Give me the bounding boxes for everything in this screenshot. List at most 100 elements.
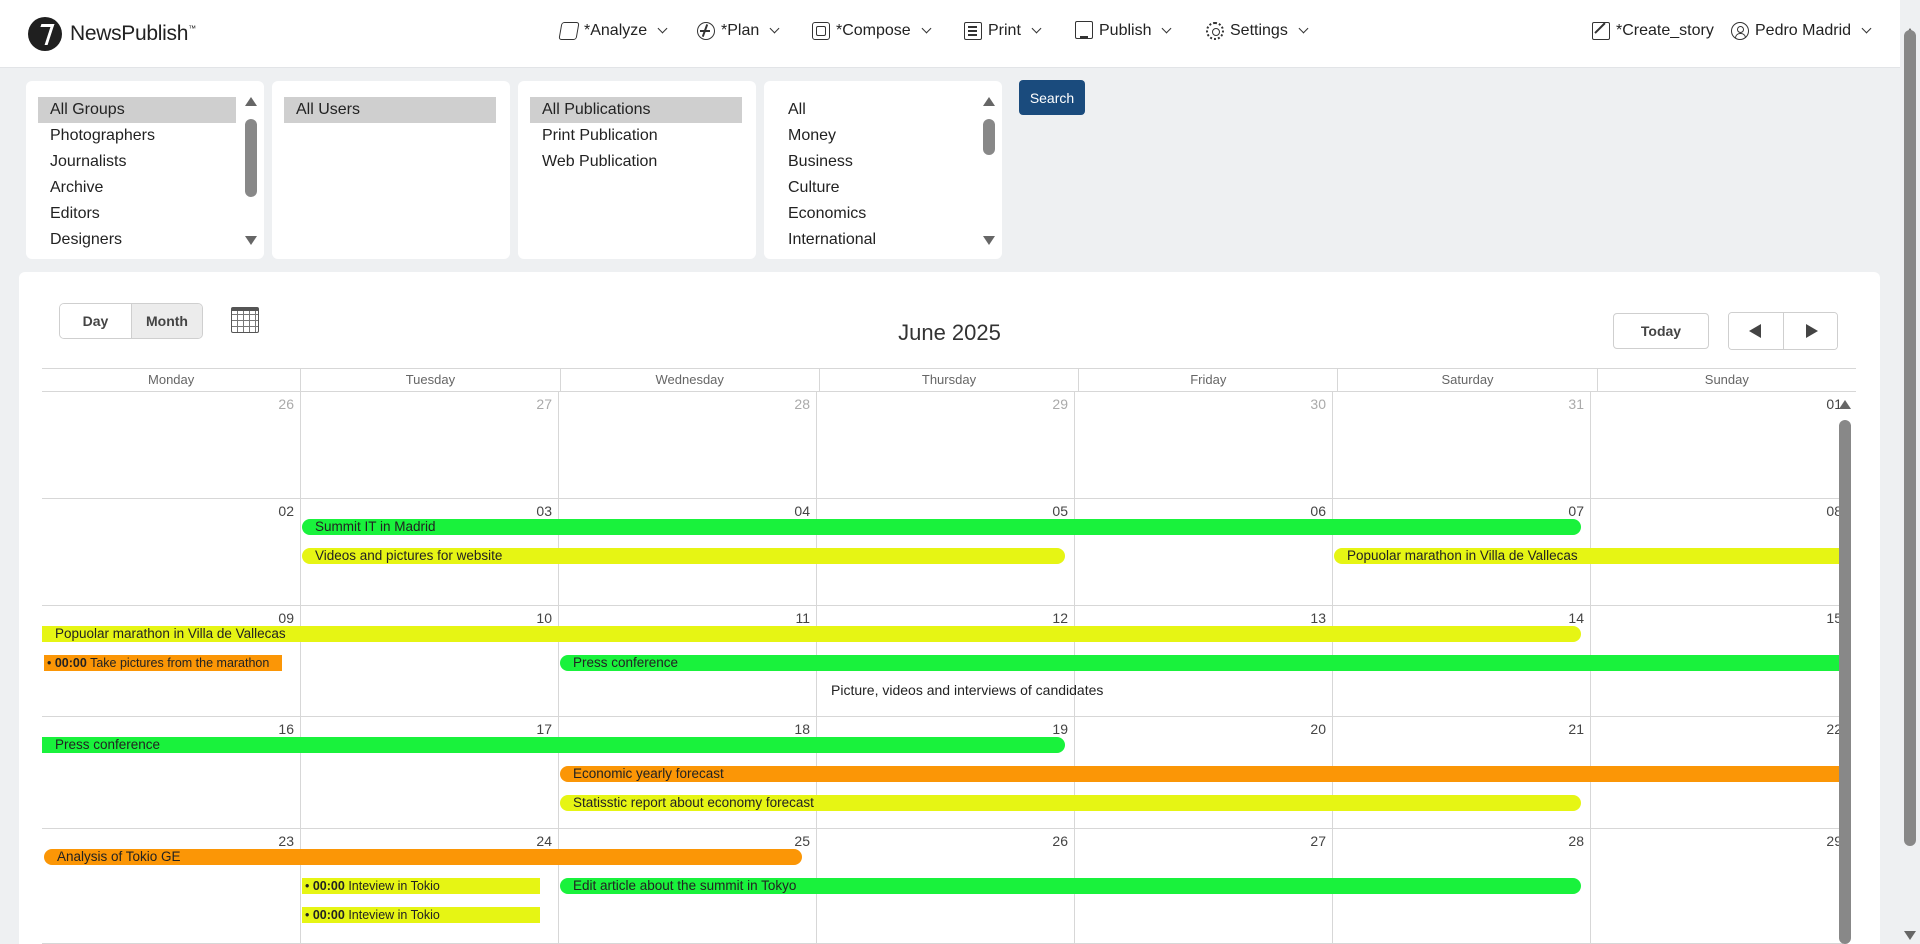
section-option[interactable]: Business: [788, 153, 853, 170]
group-option[interactable]: Archive: [50, 179, 104, 196]
scroll-thumb[interactable]: [1904, 30, 1916, 846]
day-number[interactable]: 30: [1310, 396, 1326, 412]
nav-plan[interactable]: *Plan: [697, 22, 780, 40]
nav-publish[interactable]: Publish: [1075, 21, 1172, 40]
users-filter-list[interactable]: All Users: [272, 81, 510, 259]
user-menu[interactable]: Pedro Madrid: [1731, 22, 1872, 40]
day-number[interactable]: 28: [794, 396, 810, 412]
publications-filter-list[interactable]: All Publications Print Publication Web Pub…: [518, 81, 756, 259]
group-option[interactable]: Journalists: [50, 153, 127, 170]
day-number[interactable]: 25: [794, 833, 810, 849]
scroll-up-arrow-icon[interactable]: [1839, 400, 1851, 409]
calendar-icon[interactable]: [231, 307, 259, 333]
nav-analyze[interactable]: *Analyze: [558, 22, 668, 40]
section-option[interactable]: All: [788, 101, 806, 118]
nav-print[interactable]: Print: [964, 22, 1042, 40]
scroll-up-arrow-icon[interactable]: [245, 97, 257, 106]
day-number[interactable]: 19: [1052, 721, 1068, 737]
calendar-scrollbar[interactable]: [1838, 400, 1852, 944]
group-option[interactable]: Editors: [50, 205, 100, 222]
publication-option[interactable]: Web Publication: [542, 153, 658, 170]
day-number[interactable]: 24: [536, 833, 552, 849]
section-option[interactable]: Culture: [788, 179, 840, 196]
calendar-event[interactable]: Press conference: [42, 737, 1065, 753]
day-number[interactable]: 04: [794, 503, 810, 519]
nav-compose[interactable]: *Compose: [812, 22, 932, 40]
group-option[interactable]: Photographers: [50, 127, 155, 144]
day-number[interactable]: 03: [536, 503, 552, 519]
scroll-thumb[interactable]: [1839, 420, 1851, 944]
scroll-up-arrow-icon[interactable]: [983, 97, 995, 106]
scroll-thumb[interactable]: [245, 119, 257, 197]
day-number[interactable]: 27: [536, 396, 552, 412]
day-number[interactable]: 20: [1310, 721, 1326, 737]
section-option[interactable]: Money: [788, 127, 837, 144]
sections-filter-list[interactable]: All Money Business Culture Economics Internat…: [764, 81, 1002, 259]
day-number[interactable]: 29: [1052, 396, 1068, 412]
scroll-down-arrow-icon[interactable]: [1904, 931, 1916, 940]
day-number[interactable]: 06: [1310, 503, 1326, 519]
scroll-thumb[interactable]: [983, 119, 995, 155]
groups-list-scrollbar[interactable]: [244, 97, 258, 245]
section-option[interactable]: International: [788, 231, 877, 248]
calendar-event[interactable]: Summit IT in Madrid: [302, 519, 1581, 535]
brand-logo[interactable]: NewsPublish™: [28, 17, 196, 51]
calendar-event[interactable]: Popuolar marathon in Villa de Vallecas: [42, 626, 1581, 642]
month-view-button[interactable]: Month: [131, 304, 202, 338]
nav-settings[interactable]: Settings: [1206, 22, 1309, 40]
day-number[interactable]: 10: [536, 610, 552, 626]
day-number[interactable]: 29: [1826, 833, 1842, 849]
day-number[interactable]: 05: [1052, 503, 1068, 519]
scroll-down-arrow-icon[interactable]: [245, 236, 257, 245]
timed-event[interactable]: • 00:00 Inteview in Tokio: [302, 878, 540, 894]
day-number[interactable]: 14: [1568, 610, 1584, 626]
day-number[interactable]: 21: [1568, 721, 1584, 737]
day-number[interactable]: 13: [1310, 610, 1326, 626]
event-note[interactable]: Picture, videos and interviews of candid…: [831, 682, 1104, 698]
day-number[interactable]: 09: [278, 610, 294, 626]
day-number[interactable]: 17: [536, 721, 552, 737]
page-scrollbar[interactable]: [1903, 22, 1917, 944]
day-number[interactable]: 22: [1826, 721, 1842, 737]
day-number[interactable]: 18: [794, 721, 810, 737]
calendar-event[interactable]: Statisstic report about economy forecast: [560, 795, 1581, 811]
publication-option[interactable]: Print Publication: [542, 127, 658, 144]
previous-month-button[interactable]: [1729, 313, 1783, 349]
day-number[interactable]: 02: [278, 503, 294, 519]
create-story-link[interactable]: *Create_story: [1592, 22, 1714, 40]
today-button[interactable]: Today: [1613, 313, 1709, 349]
timed-event[interactable]: • 00:00 Inteview in Tokio: [302, 907, 540, 923]
user-option[interactable]: All Users: [284, 97, 496, 123]
day-number[interactable]: 16: [278, 721, 294, 737]
day-number[interactable]: 26: [1052, 833, 1068, 849]
timed-event[interactable]: • 00:00 Take pictures from the marathon: [44, 655, 282, 671]
next-month-button[interactable]: [1783, 313, 1837, 349]
sections-list-scrollbar[interactable]: [982, 97, 996, 245]
calendar-event[interactable]: Economic yearly forecast: [560, 766, 1841, 782]
day-number[interactable]: 15: [1826, 610, 1842, 626]
day-number[interactable]: 31: [1568, 396, 1584, 412]
calendar-event[interactable]: Videos and pictures for website: [302, 548, 1065, 564]
day-number[interactable]: 07: [1568, 503, 1584, 519]
day-view-button[interactable]: Day: [60, 304, 131, 338]
day-number[interactable]: 12: [1052, 610, 1068, 626]
day-number[interactable]: 08: [1826, 503, 1842, 519]
calendar-event[interactable]: Press conference: [560, 655, 1841, 671]
compose-icon: [812, 22, 830, 40]
day-number[interactable]: 01: [1826, 396, 1842, 412]
group-option[interactable]: All Groups: [38, 97, 236, 123]
day-number[interactable]: 11: [795, 610, 810, 626]
day-number[interactable]: 28: [1568, 833, 1584, 849]
group-option[interactable]: Designers: [50, 231, 123, 248]
calendar-event[interactable]: Analysis of Tokio GE: [44, 849, 802, 865]
section-option[interactable]: Economics: [788, 205, 867, 222]
scroll-down-arrow-icon[interactable]: [983, 236, 995, 245]
day-number[interactable]: 27: [1310, 833, 1326, 849]
calendar-event[interactable]: Popuolar marathon in Villa de Vallecas: [1334, 548, 1841, 564]
day-number[interactable]: 23: [278, 833, 294, 849]
calendar-event[interactable]: Edit article about the summit in Tokyo: [560, 878, 1581, 894]
search-button[interactable]: Search: [1019, 80, 1085, 115]
day-number[interactable]: 26: [278, 396, 294, 412]
publication-option[interactable]: All Publications: [530, 97, 742, 123]
groups-filter-list[interactable]: All Groups Photographers Journalists Archiv…: [26, 81, 264, 259]
